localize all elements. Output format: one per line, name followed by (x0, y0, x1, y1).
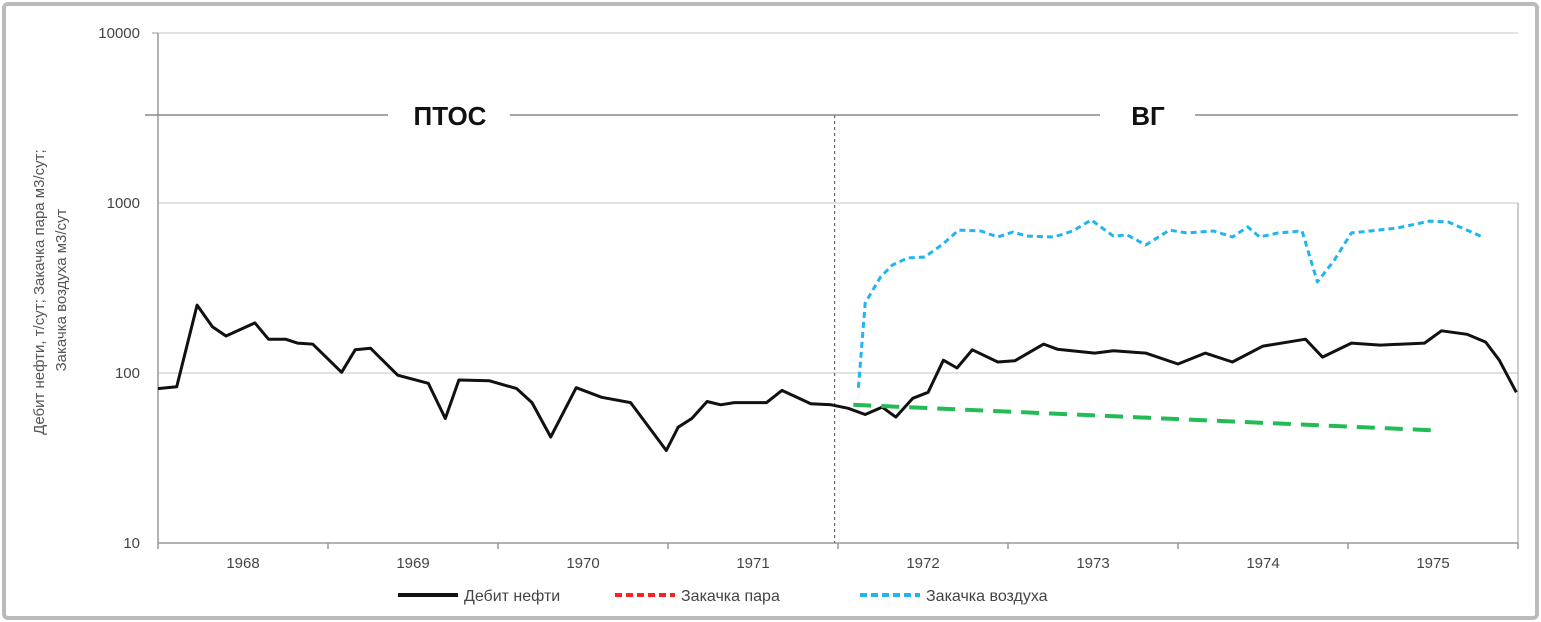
gridlines (158, 32, 1518, 374)
tick-labels: 10 100 1000 10000 1968 1969 1970 1971 1972 1973 19… (98, 25, 1449, 572)
y-tick-label: 10000 (98, 25, 140, 42)
legend: Дебит нефти Закачка пара Закачка воздуха (398, 588, 1048, 605)
series-line-0 (157, 303, 1518, 452)
series-group (157, 218, 1518, 452)
x-tick-label: 1973 (1076, 555, 1109, 572)
y-tick-label: 10 (123, 535, 140, 552)
y-axis-label: Дебит нефти, т/сут; Закачка пара м3/сут;… (31, 145, 70, 435)
legend-label: Закачка воздуха (926, 588, 1048, 605)
y-tick-label: 1000 (107, 195, 140, 212)
y-axis-label-line-2: Закачка воздуха м3/сут (53, 208, 70, 371)
phase-label-ptos: ПТОС (414, 101, 487, 131)
y-tick-label: 100 (115, 365, 140, 382)
x-tick-label: 1969 (396, 555, 429, 572)
phase-annotations: ПТОС ВГ (145, 101, 1518, 543)
x-tick-label: 1970 (566, 555, 599, 572)
x-tick-label: 1968 (226, 555, 259, 572)
series-line-3 (853, 402, 1434, 433)
legend-label: Закачка пара (681, 588, 780, 605)
legend-label: Дебит нефти (464, 588, 560, 605)
y-axis-label-line-1: Дебит нефти, т/сут; Закачка пара м3/сут; (31, 149, 48, 435)
phase-label-vg: ВГ (1131, 101, 1165, 131)
x-tick-label: 1971 (736, 555, 769, 572)
x-tick-label: 1972 (906, 555, 939, 572)
axes (152, 32, 1519, 549)
x-tick-label: 1974 (1246, 555, 1279, 572)
x-tick-label: 1975 (1416, 555, 1449, 572)
